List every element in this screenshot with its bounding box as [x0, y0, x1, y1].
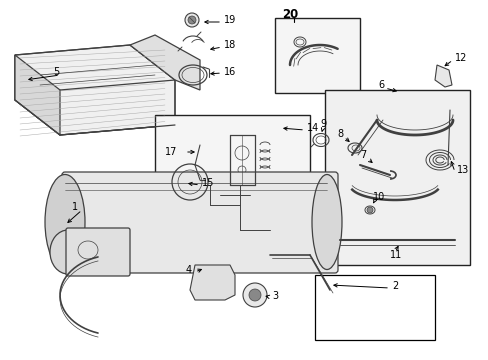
Circle shape [366, 207, 372, 213]
Polygon shape [434, 65, 451, 87]
Bar [325, 90, 469, 265]
Circle shape [243, 283, 266, 307]
Text: 4: 4 [185, 265, 192, 275]
Bar [314, 275, 434, 340]
Ellipse shape [311, 175, 341, 270]
FancyBboxPatch shape [62, 172, 337, 273]
Bar [274, 18, 359, 93]
Text: 18: 18 [224, 40, 236, 50]
Polygon shape [15, 45, 175, 135]
Text: 15: 15 [202, 178, 214, 188]
Text: 17: 17 [164, 147, 177, 157]
Circle shape [187, 16, 196, 24]
Text: 10: 10 [372, 192, 385, 202]
Ellipse shape [45, 175, 85, 270]
Circle shape [184, 13, 199, 27]
Bar [155, 115, 309, 200]
Text: 8: 8 [336, 129, 343, 139]
Text: 13: 13 [456, 165, 468, 175]
Polygon shape [15, 55, 60, 135]
Text: 11: 11 [389, 250, 402, 260]
Text: 19: 19 [224, 15, 236, 25]
Text: 20: 20 [282, 9, 298, 22]
Text: 3: 3 [271, 291, 278, 301]
Text: 2: 2 [391, 281, 397, 291]
FancyBboxPatch shape [66, 228, 130, 276]
Polygon shape [130, 35, 200, 90]
Circle shape [248, 289, 261, 301]
Text: 6: 6 [377, 80, 384, 90]
Text: 5: 5 [53, 67, 59, 77]
Text: 16: 16 [224, 67, 236, 77]
Text: 7: 7 [359, 150, 366, 160]
Ellipse shape [50, 230, 86, 274]
Polygon shape [190, 265, 235, 300]
Text: 12: 12 [454, 53, 467, 63]
Text: 9: 9 [319, 119, 325, 129]
Text: 14: 14 [306, 123, 319, 133]
Text: 1: 1 [72, 202, 78, 212]
